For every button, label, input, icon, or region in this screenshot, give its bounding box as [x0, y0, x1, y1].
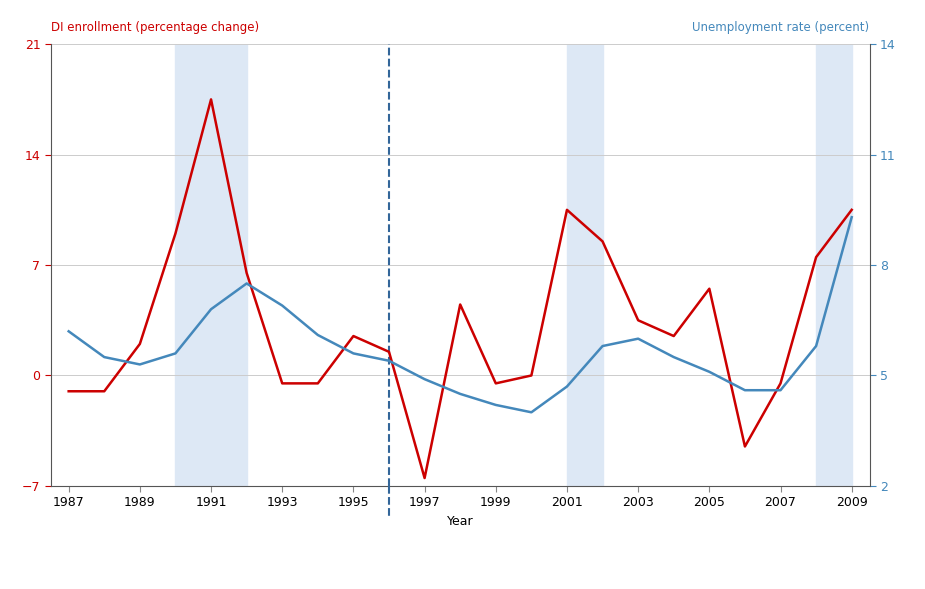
- Text: 1980 amendments tighten eligibility rules: 1980 amendments tighten eligibility rule…: [13, 563, 248, 573]
- Bar: [567, 44, 602, 486]
- Text: Unemployment rate (percent): Unemployment rate (percent): [693, 21, 870, 34]
- Bar: [176, 44, 247, 486]
- Text: 1996 amendments restrict eligibility based on drug and alcohol abuse: 1996 amendments restrict eligibility bas…: [392, 525, 783, 535]
- Text: DI enrollment (percentage change): DI enrollment (percentage change): [51, 21, 259, 34]
- Bar: [816, 44, 852, 486]
- Text: 1984 amendments expand eligibility for certain multiple or mental impairments: 1984 amendments expand eligibility for c…: [26, 544, 473, 554]
- X-axis label: Year: Year: [447, 515, 474, 528]
